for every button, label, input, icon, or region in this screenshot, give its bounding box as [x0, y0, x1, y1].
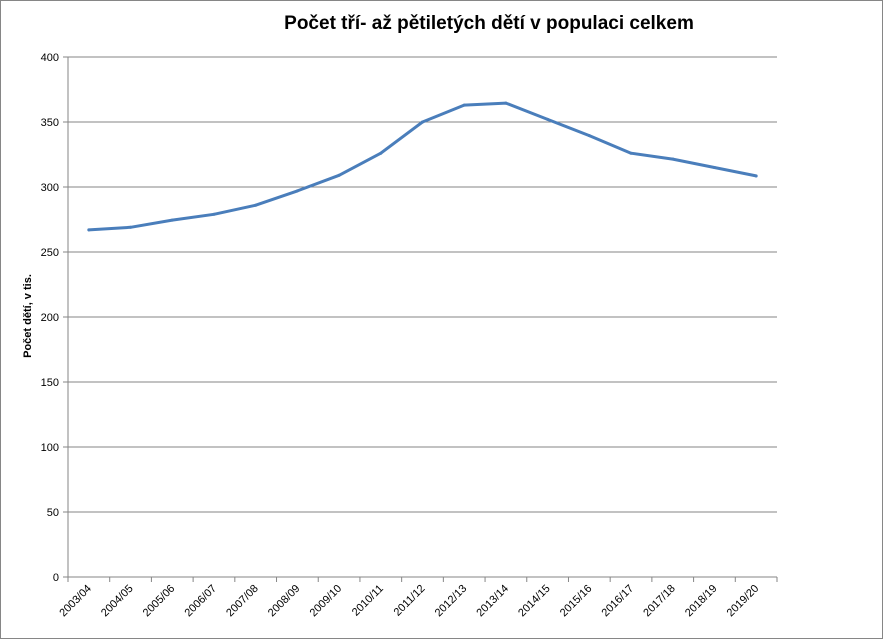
data-point: [754, 174, 758, 178]
data-point: [462, 103, 466, 107]
data-point: [671, 157, 675, 161]
data-point: [129, 225, 133, 229]
x-tick-label: 2007/08: [224, 583, 261, 620]
x-tick-label: 2008/09: [266, 583, 303, 620]
data-point: [587, 134, 591, 138]
y-tick-label: 50: [47, 507, 59, 519]
data-point: [87, 228, 91, 232]
x-tick-label: 2004/05: [99, 583, 136, 620]
y-tick-label: 100: [41, 442, 59, 454]
chart-title: Počet tří- až pětiletých dětí v populaci…: [284, 13, 694, 34]
data-point: [504, 101, 508, 105]
x-tick-label: 2017/18: [641, 583, 678, 620]
x-tick-label: 2014/15: [516, 583, 553, 620]
y-tick-label: 400: [41, 52, 59, 64]
x-tick-label: 2015/16: [558, 583, 595, 620]
data-point: [337, 173, 341, 177]
data-point: [212, 212, 216, 216]
x-tick-label: 2012/13: [433, 583, 470, 620]
y-tick-label: 250: [41, 247, 59, 259]
x-tick-label: 2016/17: [600, 583, 637, 620]
x-tick-label: 2006/07: [182, 583, 219, 620]
x-tick-label: 2009/10: [308, 583, 345, 620]
x-tick-label: 2013/14: [474, 583, 511, 620]
x-tick-label: 2003/04: [57, 583, 94, 620]
x-tick-label: 2005/06: [141, 583, 178, 620]
x-tick-label: 2018/19: [683, 583, 720, 620]
x-tick-label: 2019/20: [725, 583, 762, 620]
data-point: [712, 166, 716, 169]
y-tick-label: 150: [41, 377, 59, 389]
data-point: [629, 151, 633, 155]
data-point: [295, 189, 299, 193]
x-tick-label: 2010/11: [350, 583, 386, 619]
x-tick-label: 2011/12: [392, 583, 428, 619]
data-point: [421, 120, 424, 124]
data-point: [254, 203, 258, 207]
y-tick-label: 200: [41, 312, 59, 324]
data-point: [170, 218, 174, 222]
data-point: [546, 117, 550, 121]
y-tick-label: 0: [53, 572, 59, 584]
data-point: [379, 151, 383, 155]
y-tick-label: 300: [41, 182, 59, 194]
y-tick-label: 350: [41, 117, 59, 129]
